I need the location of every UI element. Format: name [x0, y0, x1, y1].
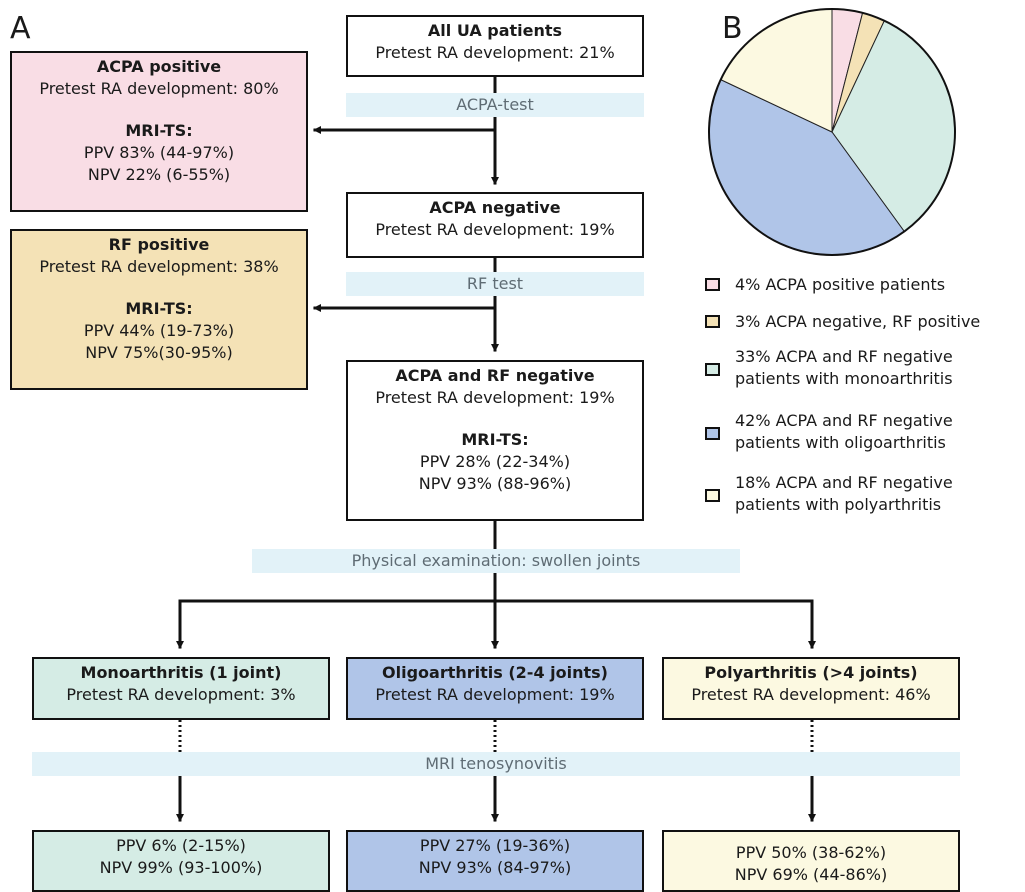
box-ppv: PPV 83% (44-97%): [83, 143, 235, 162]
box-npv: NPV 75%(30-95%): [85, 343, 233, 362]
box-acpa-positive: ACPA positive Pretest RA development: 80…: [10, 51, 308, 212]
box-npv: NPV 22% (6-55%): [87, 165, 231, 184]
legend-label-line2: patients with oligoarthritis: [735, 433, 946, 452]
box-acpa-negative: ACPA negative Pretest RA development: 19…: [346, 192, 644, 258]
box-title: Polyarthritis (>4 joints): [704, 663, 918, 682]
box-title: ACPA positive: [96, 57, 222, 76]
box-pretest: Pretest RA development: 21%: [375, 43, 615, 62]
box-poly-result: PPV 50% (38-62%) NPV 69% (44-86%): [662, 830, 960, 892]
box-npv: NPV 93% (88-96%): [418, 474, 572, 493]
box-pretest: Pretest RA development: 19%: [375, 685, 615, 704]
legend-label: 42% ACPA and RF negative: [735, 411, 953, 430]
box-title: Monoarthritis (1 joint): [80, 663, 282, 682]
box-npv: NPV 69% (44-86%): [734, 865, 888, 884]
legend-swatch: [705, 315, 720, 328]
box-pretest: Pretest RA development: 19%: [375, 388, 615, 407]
legend-label: 3% ACPA negative, RF positive: [735, 312, 981, 331]
box-mri-title: MRI-TS:: [125, 121, 193, 140]
box-title: Oligoarthritis (2-4 joints): [382, 663, 608, 682]
box-oligo-result: PPV 27% (19-36%) NPV 93% (84-97%): [346, 830, 644, 892]
box-pretest: Pretest RA development: 19%: [375, 220, 615, 239]
legend-label: 4% ACPA positive patients: [735, 275, 946, 294]
box-ppv: PPV 6% (2-15%): [116, 836, 246, 855]
box-pretest: Pretest RA development: 80%: [39, 79, 279, 98]
box-all-ua-patients: All UA patients Pretest RA development: …: [346, 15, 644, 77]
box-mri-title: MRI-TS:: [461, 430, 529, 449]
band-mri-tenosynovitis: MRI tenosynovitis: [32, 752, 960, 776]
box-mri-title: MRI-TS:: [125, 299, 193, 318]
box-ppv: PPV 27% (19-36%): [419, 836, 571, 855]
box-polyarthritis: Polyarthritis (>4 joints) Pretest RA dev…: [662, 657, 960, 720]
legend-label: 18% ACPA and RF negative: [735, 473, 953, 492]
legend-label: 33% ACPA and RF negative: [735, 347, 953, 366]
box-pretest: Pretest RA development: 46%: [691, 685, 931, 704]
legend-swatch: [705, 427, 720, 440]
box-ppv: PPV 50% (38-62%): [735, 843, 887, 862]
box-npv: NPV 99% (93-100%): [99, 858, 263, 877]
box-monoarthritis: Monoarthritis (1 joint) Pretest RA devel…: [32, 657, 330, 720]
box-title: ACPA negative: [429, 198, 561, 217]
legend-label-line2: patients with monoarthritis: [735, 369, 953, 388]
box-ppv: PPV 44% (19-73%): [83, 321, 235, 340]
box-npv: NPV 93% (84-97%): [418, 858, 572, 877]
band-rf-test: RF test: [346, 272, 644, 296]
box-oligoarthritis: Oligoarthritis (2-4 joints) Pretest RA d…: [346, 657, 644, 720]
panel-label-a: A: [10, 11, 31, 46]
legend-swatch: [705, 278, 720, 291]
box-acpa-rf-negative: ACPA and RF negative Pretest RA developm…: [346, 360, 644, 521]
band-physical-exam: Physical examination: swollen joints: [252, 549, 740, 573]
box-pretest: Pretest RA development: 38%: [39, 257, 279, 276]
box-title: All UA patients: [427, 21, 563, 40]
legend-label-line2: patients with polyarthritis: [735, 495, 942, 514]
box-mono-result: PPV 6% (2-15%) NPV 99% (93-100%): [32, 830, 330, 892]
legend-swatch: [705, 489, 720, 502]
box-title: RF positive: [108, 235, 210, 254]
band-acpa-test: ACPA-test: [346, 93, 644, 117]
box-ppv: PPV 28% (22-34%): [419, 452, 571, 471]
box-title: ACPA and RF negative: [395, 366, 595, 385]
legend-swatch: [705, 363, 720, 376]
box-rf-positive: RF positive Pretest RA development: 38% …: [10, 229, 308, 390]
box-pretest: Pretest RA development: 3%: [66, 685, 296, 704]
